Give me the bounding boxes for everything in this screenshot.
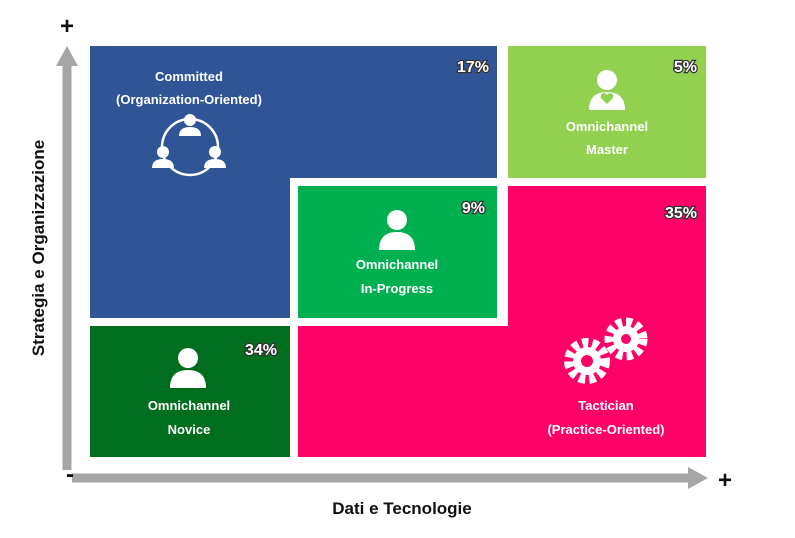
segment-label: Tactician: [578, 398, 633, 413]
segment-label: Omnichannel: [148, 398, 230, 413]
segment-percent: 35%: [665, 205, 697, 222]
origin-minus: -: [66, 461, 74, 488]
x-plus: +: [718, 467, 732, 494]
segment-percent: 34%: [245, 342, 277, 359]
x-axis-label: Dati e Tecnologie: [332, 499, 472, 518]
y-axis-label: Strategia e Organizzazione: [29, 140, 48, 356]
segment-committed: Committed (Organization-Oriented) 17%: [90, 46, 497, 318]
segment-label: Committed: [155, 69, 223, 84]
segment-master: Omnichannel Master 5%: [508, 46, 706, 178]
segment-percent: 17%: [457, 59, 489, 76]
segment-label: Novice: [168, 422, 211, 437]
y-axis-arrow: [56, 46, 78, 470]
segment-novice: Omnichannel Novice 34%: [90, 326, 290, 457]
segment-label: (Practice-Oriented): [547, 422, 664, 437]
heart-icon: [600, 93, 614, 104]
segment-label: Omnichannel: [356, 257, 438, 272]
segment-percent: 9%: [462, 200, 485, 217]
segment-in-progress: Omnichannel In-Progress 9%: [298, 186, 497, 318]
segment-label: Master: [586, 142, 628, 157]
gears-icon: [564, 317, 648, 384]
segment-label: Omnichannel: [566, 119, 648, 134]
x-axis-arrow: [72, 467, 708, 489]
segment-tactician: Tactician (Practice-Oriented) 35%: [298, 186, 706, 457]
y-plus: +: [60, 13, 74, 40]
segment-label: (Organization-Oriented): [116, 92, 262, 107]
segment-percent: 5%: [674, 59, 697, 76]
team-icon: [152, 114, 226, 177]
segment-label: In-Progress: [361, 281, 433, 296]
